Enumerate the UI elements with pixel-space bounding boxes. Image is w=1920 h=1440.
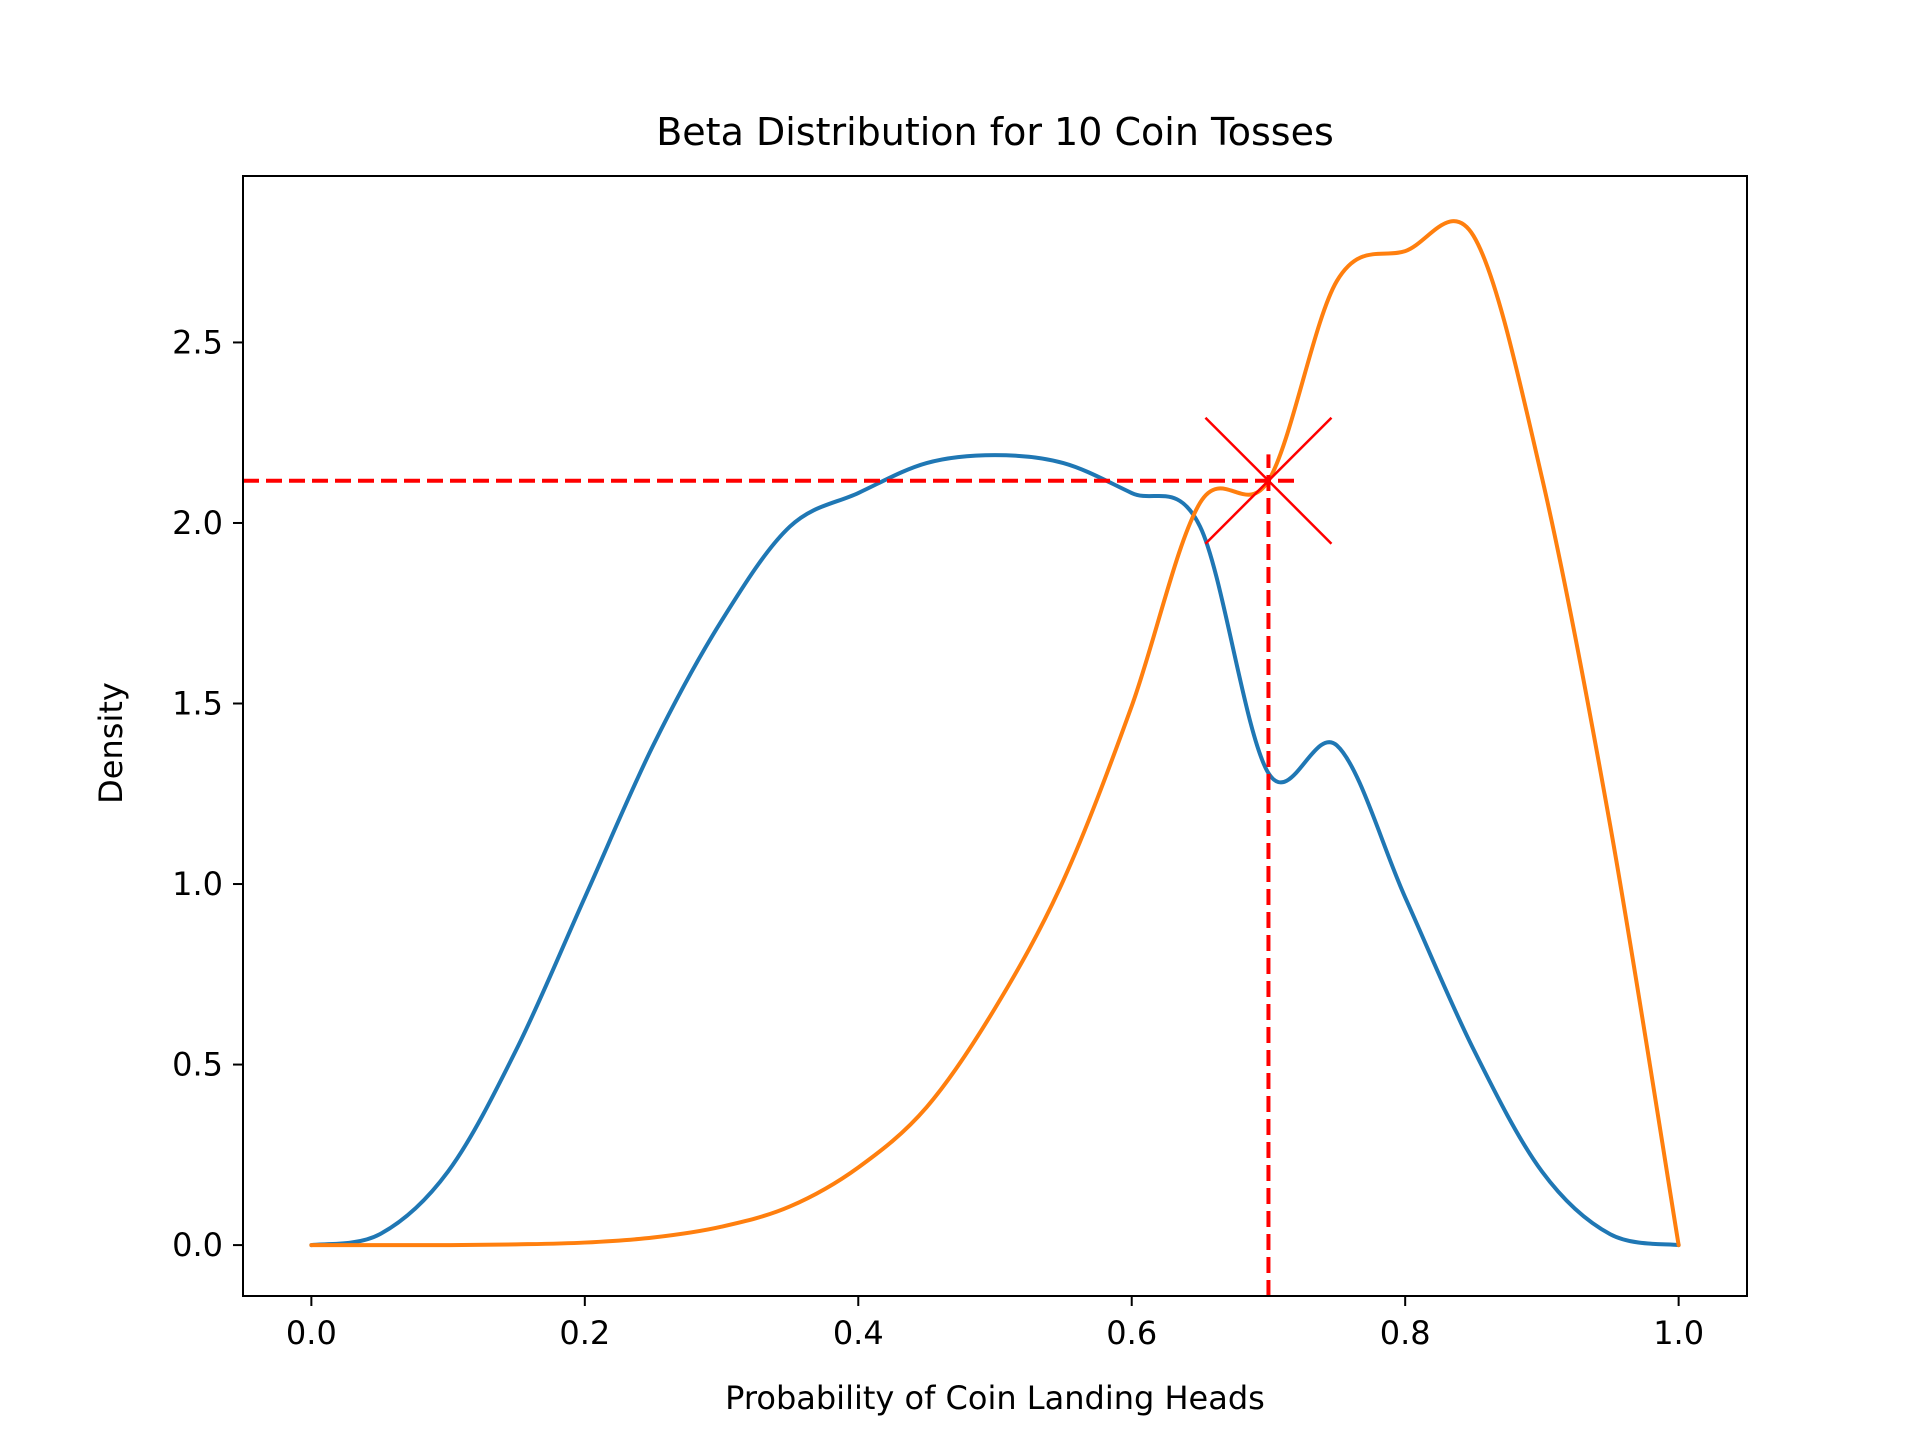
series-line-1 — [309, 453, 1681, 1248]
x-tick-label: 0.6 — [1106, 1314, 1157, 1352]
axes-frame — [242, 175, 1748, 1297]
y-tick-label: 0.5 — [172, 1046, 223, 1084]
y-tick-label: 2.5 — [172, 323, 223, 361]
y-tick-label: 2.0 — [172, 504, 223, 542]
y-axis-label: Density — [92, 682, 130, 804]
x-marker-stroke — [1204, 416, 1333, 545]
axes: 0.0 0.2 0.4 0.6 0.8 1.0 0.0 0.5 1.0 1.5 2.0 2.5 — [172, 175, 1748, 1352]
series-line-2 — [309, 219, 1681, 1248]
x-tick-label: 0.0 — [286, 1314, 337, 1352]
chart-title: Beta Distribution for 10 Coin Tosses — [656, 110, 1334, 154]
plot-area — [243, 219, 1681, 1296]
y-tick-label: 1.5 — [172, 685, 223, 723]
intersection-x-marker — [1204, 416, 1333, 545]
y-tick-label: 0.0 — [172, 1226, 223, 1264]
x-tick-label: 0.2 — [559, 1314, 610, 1352]
x-tick-label: 1.0 — [1653, 1314, 1704, 1352]
y-tick-label: 1.0 — [172, 865, 223, 903]
x-tick-label: 0.8 — [1380, 1314, 1431, 1352]
x-axis-label: Probability of Coin Landing Heads — [725, 1379, 1265, 1417]
x-tick-label: 0.4 — [833, 1314, 884, 1352]
